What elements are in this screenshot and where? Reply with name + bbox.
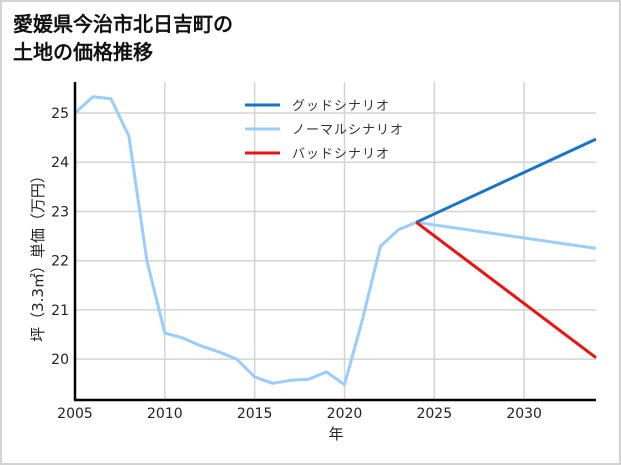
series-line [415,137,597,224]
y-tick-label: 23 [51,204,69,220]
series-line [73,95,597,387]
x-tick-label: 2025 [416,406,452,422]
legend-label: グッドシナリオ [292,99,390,114]
y-tick-label: 20 [51,352,69,368]
gridlines [75,82,596,400]
series-lines [73,95,597,387]
x-tick-label: 2015 [237,406,273,422]
x-axis-label: 年 [328,425,343,443]
legend-label: ノーマルシナリオ [292,123,404,138]
chart-title: 愛媛県今治市北日吉町の 土地の価格推移 [13,10,233,66]
y-tick-label: 22 [51,254,69,270]
x-tick-labels: 2005 2010 2015 2020 2025 2030 [57,406,542,422]
x-tick-label: 2030 [506,406,542,422]
chart-title-line-2: 土地の価格推移 [13,40,153,64]
y-axis-label: 坪（3.3㎡）単価（万円） [29,168,47,342]
y-tick-labels: 20 21 22 23 24 25 [51,106,69,368]
legend-label: バッドシナリオ [292,147,390,162]
x-tick-label: 2010 [147,406,183,422]
x-tick-label: 2005 [57,406,93,422]
y-tick-label: 24 [51,155,69,171]
chart-title-line-1: 愛媛県今治市北日吉町の [13,12,233,36]
series-line [415,221,597,359]
y-tick-label: 21 [51,303,69,319]
x-tick-label: 2020 [327,406,363,422]
y-tick-label: 25 [51,106,69,122]
axes [73,82,596,402]
